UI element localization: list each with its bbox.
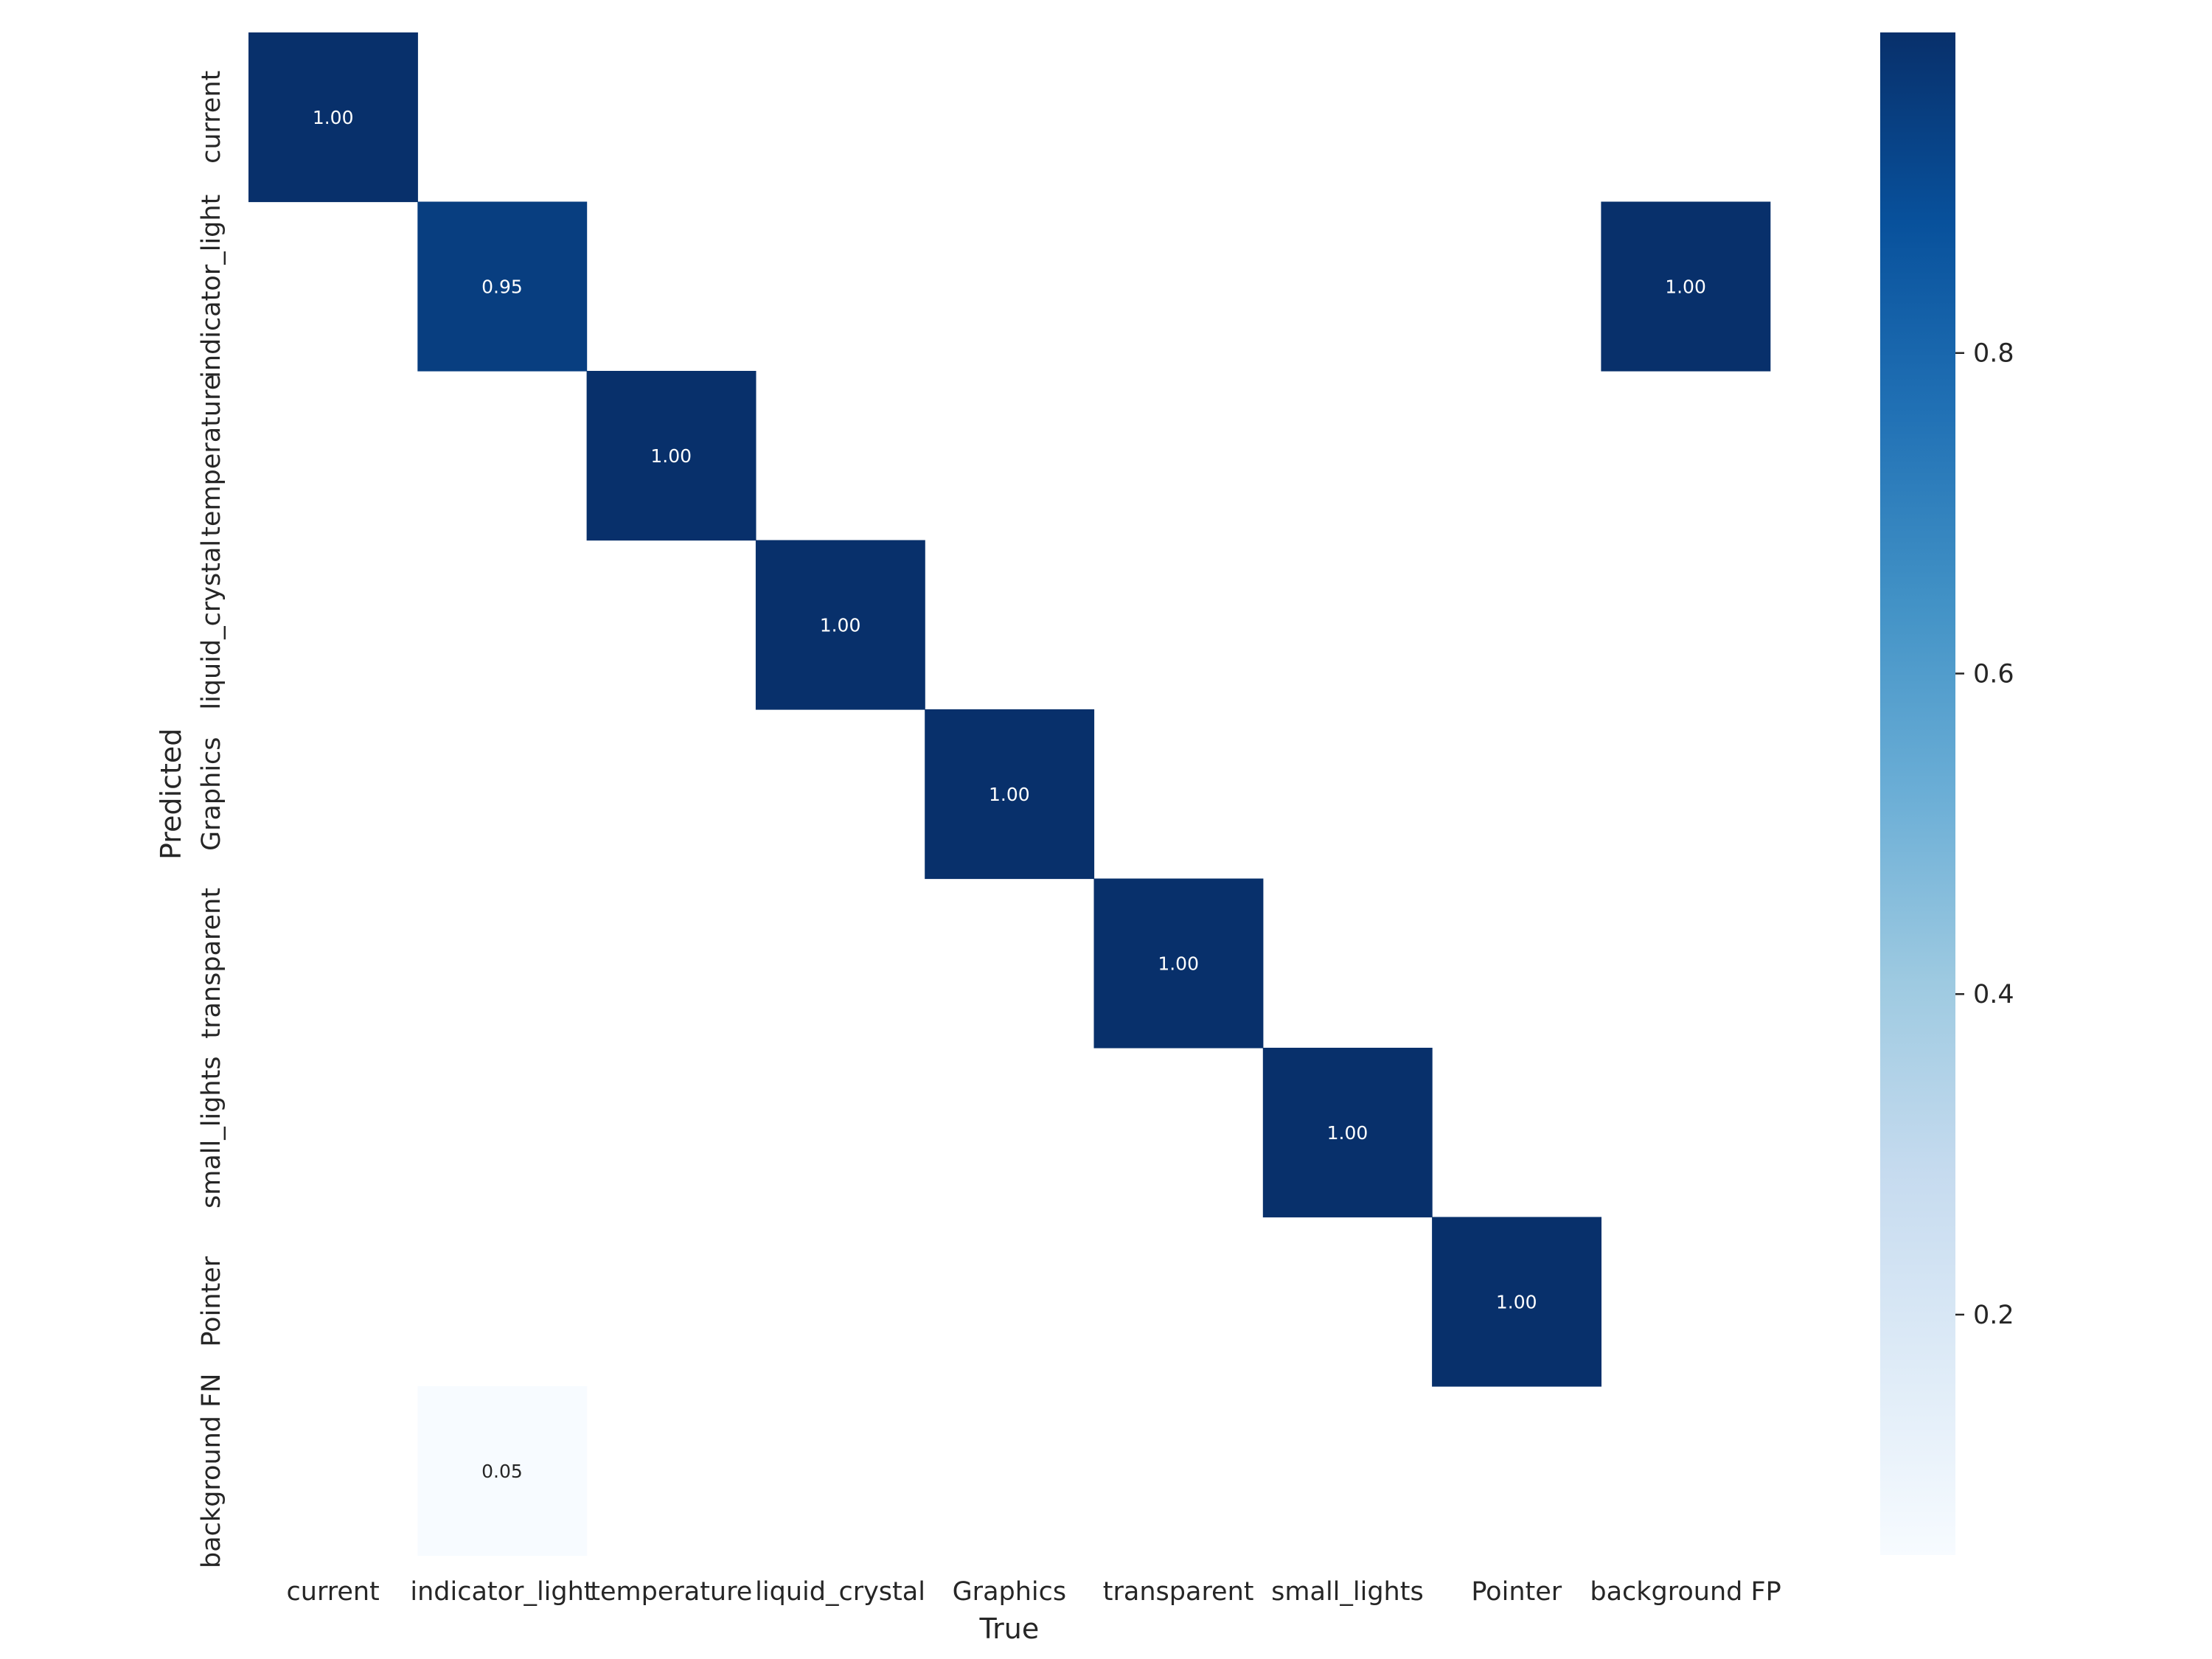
heatmap-cell — [755, 540, 925, 710]
colorbar-ticks: 0.2 0.4 0.6 0.8 — [1955, 339, 2014, 1330]
heatmap-cell — [248, 32, 418, 203]
heatmap-cell-labels: 1.00 0.95 1.00 1.00 1.00 1.00 1.00 1.00 1.00 0.05 — [313, 107, 1706, 1482]
y-tick-label: small_lights — [197, 1056, 226, 1208]
cell-value-label: 0.05 — [481, 1461, 523, 1482]
y-axis-title: Predicted — [155, 728, 187, 860]
x-tick-label: current — [287, 1577, 380, 1607]
heatmap-cell — [417, 201, 588, 372]
x-axis-title: True — [978, 1613, 1039, 1645]
colorbar-tick-label: 0.8 — [1973, 339, 2014, 369]
colorbar-tick-label: 0.2 — [1973, 1301, 2014, 1330]
x-tick-label: temperature — [590, 1577, 752, 1607]
x-tick-label: liquid_crystal — [755, 1577, 925, 1607]
x-tick-label: background FP — [1590, 1577, 1781, 1607]
colorbar-tick-label: 0.4 — [1973, 980, 2014, 1009]
y-tick-label: Graphics — [197, 737, 226, 851]
cell-value-label: 1.00 — [313, 107, 354, 128]
heatmap-cell — [1262, 1048, 1433, 1218]
cell-value-label: 0.95 — [481, 276, 523, 297]
x-tick-label: indicator_light — [410, 1577, 594, 1607]
heatmap-cell — [1432, 1217, 1601, 1387]
cell-value-label: 1.00 — [1665, 276, 1706, 297]
x-tick-label: Pointer — [1471, 1577, 1562, 1607]
colorbar — [1880, 32, 1955, 1555]
y-tick-label: indicator_light — [197, 195, 226, 378]
x-tick-label: small_lights — [1271, 1577, 1424, 1607]
cell-value-label: 1.00 — [1327, 1122, 1368, 1144]
cell-value-label: 1.00 — [1496, 1291, 1537, 1312]
y-tick-label: Pointer — [197, 1256, 226, 1346]
heatmap-cell — [417, 1386, 588, 1557]
y-tick-label: transparent — [197, 888, 226, 1039]
heatmap-cell — [586, 371, 757, 541]
heatmap-cell — [1601, 201, 1771, 372]
cell-value-label: 1.00 — [1158, 953, 1199, 974]
y-tick-label: background FN — [197, 1374, 226, 1568]
x-tick-label: transparent — [1103, 1577, 1254, 1607]
cell-value-label: 1.00 — [820, 614, 861, 636]
heatmap-cells — [248, 32, 1771, 1557]
x-tick-label: Graphics — [953, 1577, 1067, 1607]
heatmap-cell — [925, 709, 1095, 880]
y-tick-label: current — [197, 71, 226, 164]
heatmap-cell — [1093, 878, 1264, 1048]
y-tick-label: liquid_crystal — [197, 540, 226, 710]
colorbar-tick-label: 0.6 — [1973, 659, 2014, 689]
y-tick-label: temperature — [197, 375, 226, 537]
cell-value-label: 1.00 — [989, 784, 1030, 805]
cell-value-label: 1.00 — [650, 445, 692, 467]
